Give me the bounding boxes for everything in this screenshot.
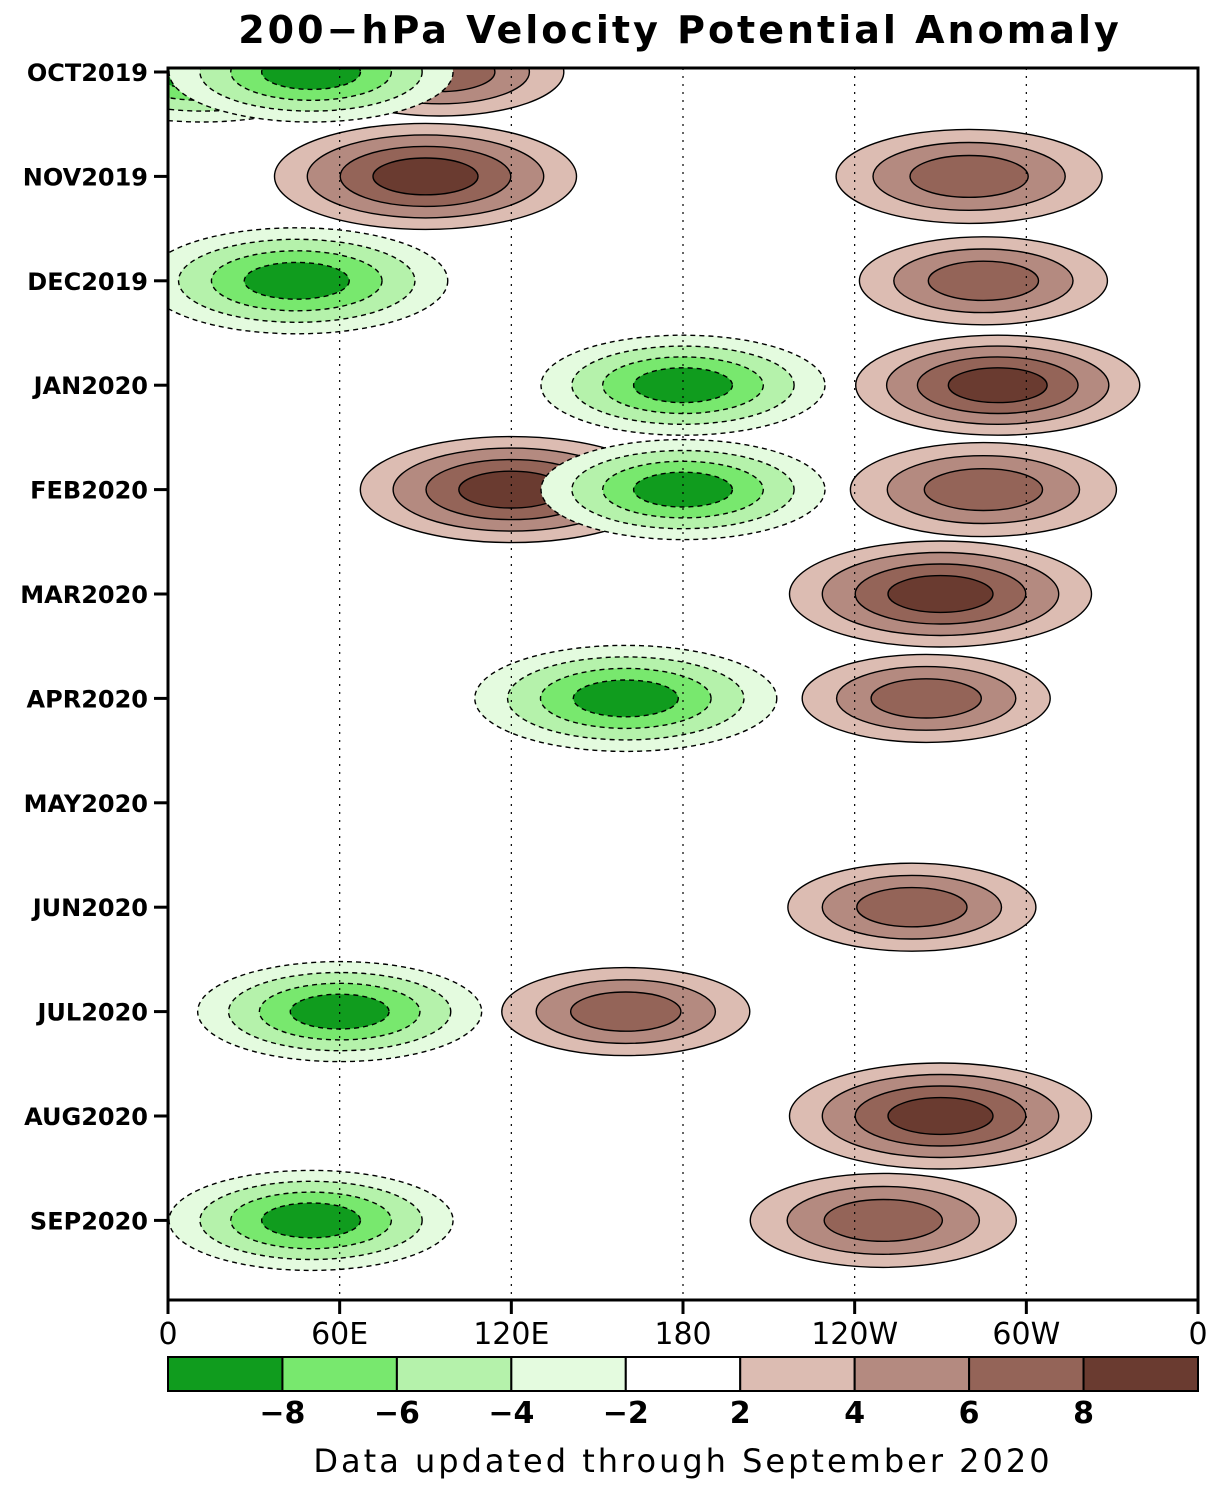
colorbar-swatch <box>510 1356 627 1392</box>
contour-band <box>572 679 679 718</box>
anomaly-feature <box>540 334 826 436</box>
y-tick-label: MAR2020 <box>20 581 148 609</box>
x-tick-label: 0 <box>158 1317 177 1352</box>
x-tick-label: 60E <box>311 1317 368 1352</box>
x-tick-label: 120W <box>811 1317 898 1352</box>
contour-band <box>289 993 390 1030</box>
anomaly-feature <box>801 653 1051 744</box>
x-tick-label: 180 <box>654 1317 711 1352</box>
anomaly-feature <box>787 862 1037 952</box>
colorbar-label: 4 <box>844 1396 865 1431</box>
anomaly-feature <box>749 1172 1017 1269</box>
contour-band <box>243 261 350 300</box>
colorbar-label: 6 <box>959 1396 980 1431</box>
contour-band <box>856 886 968 928</box>
contour-band <box>823 1198 944 1242</box>
anomaly-feature <box>168 1169 454 1272</box>
colorbar-swatch <box>624 1356 742 1392</box>
y-tick-label: SEP2020 <box>30 1207 148 1235</box>
contour-band <box>923 468 1044 512</box>
anomaly-feature <box>168 227 449 335</box>
y-tick-label: APR2020 <box>27 685 148 713</box>
y-tick-label: NOV2019 <box>23 163 148 191</box>
colorbar: −8 −6 −4 −2 2 4 6 8 <box>167 1356 1199 1431</box>
contour-band <box>870 678 982 719</box>
contour-band <box>887 574 994 614</box>
contour-band <box>927 260 1040 302</box>
anomaly-feature <box>168 68 454 123</box>
chart-title: 200−hPa Velocity Potential Anomaly <box>238 8 1122 52</box>
contour-band <box>947 367 1048 404</box>
anomaly-feature <box>858 236 1109 326</box>
x-tick-label: 0 <box>1188 1317 1207 1352</box>
contour-band <box>632 471 734 508</box>
colorbar-swatch <box>739 1356 856 1392</box>
anomaly-feature <box>273 122 578 231</box>
contour-band <box>260 1202 362 1239</box>
colorbar-swatch <box>167 1356 284 1392</box>
x-axis: 0 60E 120E 180 120W 60W 0 <box>158 1300 1208 1352</box>
anomaly-feature <box>835 128 1103 225</box>
contour-band <box>887 1096 994 1136</box>
y-axis: OCT2019 NOV2019 DEC2019 JAN2020 FEB2020 MAR20… <box>20 59 168 1235</box>
colorbar-label: −4 <box>488 1396 534 1431</box>
colorbar-swatch <box>281 1356 398 1392</box>
y-tick-label: JUN2020 <box>31 894 148 922</box>
colorbar-label: 2 <box>730 1396 751 1431</box>
y-tick-label: DEC2019 <box>27 268 148 296</box>
anomaly-feature <box>540 438 826 541</box>
data-updated-note: Data updated through September 2020 <box>313 1442 1053 1480</box>
contour-band <box>909 154 1029 198</box>
contour-band <box>632 367 734 404</box>
colorbar-swatch <box>853 1356 971 1392</box>
x-tick-label: 60W <box>992 1317 1060 1352</box>
y-tick-label: MAY2020 <box>24 790 148 818</box>
colorbar-label: −2 <box>603 1396 649 1431</box>
colorbar-swatch <box>1082 1356 1199 1392</box>
colorbar-label: 8 <box>1073 1396 1094 1431</box>
colorbar-label: −6 <box>374 1396 420 1431</box>
anomaly-feature <box>501 966 751 1057</box>
anomaly-feature <box>855 334 1141 436</box>
contour-band <box>569 991 682 1032</box>
y-tick-label: AUG2020 <box>24 1103 148 1131</box>
y-tick-label: OCT2019 <box>27 59 148 87</box>
anomaly-feature <box>788 540 1093 648</box>
anomaly-feature <box>788 1062 1093 1170</box>
y-tick-label: FEB2020 <box>30 477 148 505</box>
anomaly-field <box>168 68 1141 1272</box>
anomaly-feature <box>196 960 483 1063</box>
colorbar-swatch <box>395 1356 513 1392</box>
anomaly-feature <box>849 441 1118 538</box>
anomaly-feature <box>474 644 778 753</box>
colorbar-label: −8 <box>259 1396 305 1431</box>
y-tick-label: JAN2020 <box>32 372 148 400</box>
contour-band <box>260 68 362 91</box>
grid-lines <box>339 68 1027 1300</box>
contour-band <box>372 157 479 196</box>
colorbar-swatch <box>968 1356 1085 1392</box>
x-tick-label: 120E <box>473 1317 549 1352</box>
y-tick-label: JUL2020 <box>35 999 148 1027</box>
